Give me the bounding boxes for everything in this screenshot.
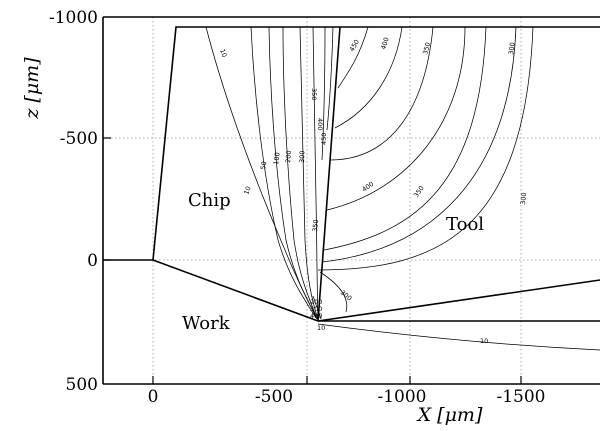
x-axis-title: X [μm] xyxy=(416,404,483,426)
tool-flank xyxy=(317,279,600,322)
isotherm-tip-300 xyxy=(319,271,348,313)
axes-frame xyxy=(102,16,600,385)
isotherm-lines xyxy=(205,26,600,351)
contour-label-tip-400: 400 xyxy=(310,312,322,320)
chip-outline xyxy=(152,26,600,261)
contour-label-tip-200: 200 xyxy=(310,298,322,306)
contour-label-near-350: 350 xyxy=(311,219,320,232)
contour-label-chip-300: 300 xyxy=(298,150,306,163)
contour-label-tool-350a: 350 xyxy=(421,41,432,55)
region-label-chip: Chip xyxy=(188,190,231,211)
tick-labels: 0 -500 -1000 -1500 -1000 -500 0 500 xyxy=(49,8,546,407)
isotherm-chip-350 xyxy=(312,26,319,321)
isotherm-chip-10 xyxy=(205,26,317,318)
isotherm-work-10 xyxy=(317,323,600,351)
contour-label-chip-200: 200 xyxy=(284,150,293,163)
contour-label-tool-300a: 300 xyxy=(507,42,517,55)
contour-label-work-10: 10 xyxy=(480,337,488,345)
contour-label-chip-10: 10 xyxy=(218,48,228,59)
contour-labels: 10 10 50 100 200 300 350 400 450 450 400… xyxy=(218,36,528,345)
x-tick-label-minus500: -500 xyxy=(255,387,293,407)
contour-label-tool-300b: 300 xyxy=(519,192,528,205)
isotherm-tool-350a xyxy=(326,26,466,211)
isotherm-chip-200 xyxy=(282,26,318,320)
isotherm-tool-300b xyxy=(317,26,534,271)
contour-label-chip-10b: 10 xyxy=(242,185,252,196)
isotherm-chip-400 xyxy=(321,26,326,161)
contour-label-chip-50: 50 xyxy=(259,161,268,171)
contour-label-tool-400a: 400 xyxy=(379,36,390,50)
isotherm-chip-300 xyxy=(299,26,319,321)
isotherm-tip-200 xyxy=(312,295,322,320)
isotherm-chip-50 xyxy=(250,26,317,319)
isotherm-tool-400b xyxy=(329,26,434,161)
x-tick-label-minus1500: -1500 xyxy=(496,387,545,407)
isotherm-tool-400a xyxy=(334,26,403,129)
isotherm-chip-100 xyxy=(268,26,318,320)
grid xyxy=(103,17,600,384)
contour-label-tool-450: 450 xyxy=(348,38,361,53)
x-tick-label-minus1000: -1000 xyxy=(377,387,426,407)
isotherm-tool-300a xyxy=(321,26,517,263)
contour-label-chip-100: 100 xyxy=(272,152,282,165)
region-label-tool: Tool xyxy=(446,214,484,235)
contour-label-chip-450: 450 xyxy=(320,133,328,145)
contour-label-chip-350: 350 xyxy=(310,88,318,100)
contour-label-tool-350b: 350 xyxy=(412,184,426,199)
x-tick-label-0: 0 xyxy=(148,387,159,407)
contour-label-tool-400b: 400 xyxy=(361,180,376,194)
z-tick-label-minus500: -500 xyxy=(60,129,98,149)
isotherm-tool-350b xyxy=(323,26,487,251)
z-axis-title: z [μm] xyxy=(21,57,43,120)
isotherm-chip-450 xyxy=(326,26,334,131)
contour-label-tip-300b: 300 xyxy=(310,305,322,313)
contour-label-tip-300: 300 xyxy=(339,288,354,302)
region-label-work: Work xyxy=(182,313,231,334)
isotherm-tool-450 xyxy=(337,26,369,89)
chip-tool-interface xyxy=(317,26,341,322)
tick-marks xyxy=(103,137,522,384)
z-tick-label-0: 0 xyxy=(87,251,98,271)
z-tick-label-500: 500 xyxy=(66,375,98,395)
workpiece-surface xyxy=(103,259,319,322)
contour-label-chip-400: 400 xyxy=(316,118,324,130)
geometry-outlines xyxy=(103,26,600,322)
z-tick-label-minus1000: -1000 xyxy=(49,8,98,28)
contour-label-tip-10: 10 xyxy=(317,324,325,332)
